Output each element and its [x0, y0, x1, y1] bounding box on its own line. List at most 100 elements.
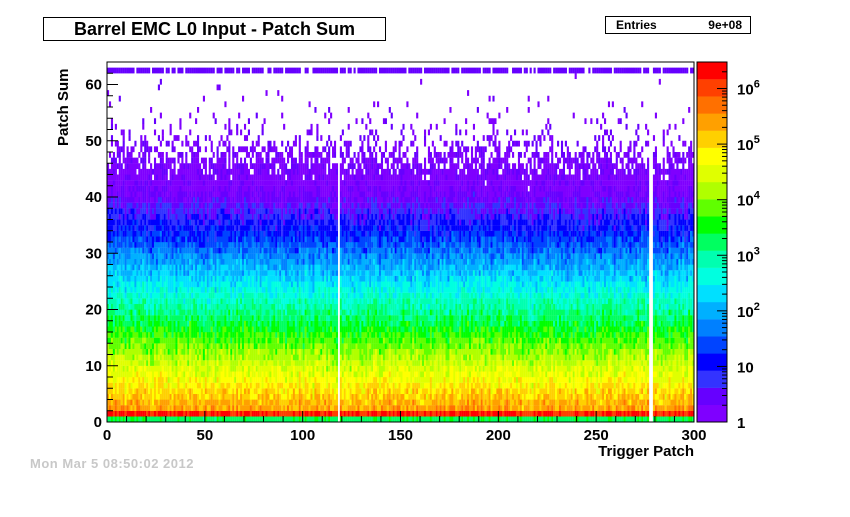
heatmap-cell [275, 382, 278, 389]
heatmap-cell [238, 247, 241, 254]
heatmap-cell [298, 393, 301, 400]
heatmap-cell [273, 197, 276, 203]
heatmap-cell [204, 332, 207, 338]
heatmap-cell [275, 326, 278, 333]
heatmap-cell [191, 185, 194, 192]
heatmap-cell [140, 287, 143, 293]
heatmap-cell [294, 253, 297, 260]
heatmap-cell [140, 281, 143, 288]
heatmap-cell [175, 275, 178, 282]
heatmap-cell [108, 180, 112, 186]
heatmap-cell [110, 399, 114, 406]
heatmap-cell [210, 230, 213, 237]
heatmap-cell [263, 343, 266, 350]
heatmap-cell [277, 174, 280, 181]
heatmap-cell [148, 225, 151, 231]
heatmap-cell [288, 152, 292, 158]
heatmap-cell [136, 360, 139, 366]
heatmap-cell [224, 123, 227, 130]
heatmap-cell [148, 309, 151, 316]
heatmap-cell [179, 180, 182, 186]
heatmap-cell [287, 230, 290, 237]
heatmap-cell [294, 332, 297, 338]
heatmap-cell [116, 197, 119, 203]
heatmap-cell [290, 208, 294, 215]
heatmap-cell [285, 264, 288, 271]
heatmap-cell [259, 292, 262, 299]
heatmap-cell [267, 157, 270, 164]
heatmap-cell [287, 191, 290, 198]
heatmap-cell [279, 157, 282, 164]
heatmap-cell [302, 236, 305, 243]
heatmap-cell [273, 219, 276, 226]
heatmap-cell [189, 163, 192, 170]
heatmap-cell [243, 360, 247, 366]
heatmap-cell [238, 264, 241, 271]
heatmap-cell [128, 343, 131, 350]
heatmap-cell [208, 315, 211, 321]
heatmap-cell [245, 365, 249, 372]
heatmap-cell [261, 242, 264, 248]
heatmap-cell [302, 287, 305, 293]
heatmap-cell [238, 348, 241, 355]
heatmap-cell [179, 348, 182, 355]
heatmap-cell [263, 410, 266, 417]
heatmap-cell [189, 197, 192, 203]
heatmap-cell [193, 309, 196, 316]
heatmap-cell [273, 174, 276, 181]
heatmap-cell [290, 377, 294, 383]
heatmap-cell [132, 67, 135, 74]
heatmap-cell [220, 399, 223, 406]
heatmap-cell [189, 360, 192, 366]
heatmap-cell [142, 168, 145, 175]
heatmap-cell [290, 287, 294, 293]
heatmap-cell [290, 410, 294, 417]
heatmap-cell [277, 371, 280, 378]
heatmap-cell [294, 354, 297, 361]
heatmap-cell [132, 287, 135, 293]
heatmap-cell [283, 326, 286, 333]
heatmap-cell [198, 320, 202, 327]
heatmap-cell [195, 67, 198, 74]
heatmap-cell [290, 399, 294, 406]
heatmap-cell [245, 185, 249, 192]
heatmap-cell [300, 287, 303, 293]
heatmap-cell [110, 348, 114, 355]
heatmap-cell [130, 337, 133, 344]
heatmap-cell [144, 225, 147, 231]
heatmap-cell [136, 348, 139, 355]
heatmap-cell [296, 388, 299, 395]
heatmap-cell [273, 258, 276, 265]
heatmap-cell [120, 393, 123, 400]
heatmap-cell [251, 388, 254, 395]
heatmap-cell [130, 213, 133, 220]
heatmap-cell [232, 382, 235, 389]
heatmap-cell [200, 343, 204, 350]
heatmap-cell [287, 208, 290, 215]
heatmap-cell [124, 303, 127, 310]
heatmap-cell [220, 410, 223, 417]
heatmap-cell [232, 348, 235, 355]
heatmap-cell [193, 354, 196, 361]
heatmap-cell [228, 326, 231, 333]
heatmap-cell [292, 298, 295, 305]
heatmap-cell [210, 213, 213, 220]
heatmap-cell [204, 315, 207, 321]
heatmap-cell [290, 281, 294, 288]
heatmap-cell [204, 225, 207, 231]
heatmap-cell [179, 332, 182, 338]
heatmap-cell [265, 416, 268, 423]
heatmap-cell [206, 253, 209, 260]
heatmap-cell [210, 410, 213, 417]
heatmap-cell [228, 354, 231, 361]
heatmap-cell [253, 191, 256, 198]
heatmap-cell [257, 337, 260, 344]
heatmap-cell [167, 270, 170, 276]
heatmap-cell [304, 365, 307, 372]
heatmap-cell [243, 213, 247, 220]
heatmap-cell [275, 191, 278, 198]
heatmap-cell [150, 343, 153, 350]
heatmap-cell [169, 230, 172, 237]
heatmap-cell [122, 129, 125, 136]
heatmap-cell [224, 315, 227, 321]
